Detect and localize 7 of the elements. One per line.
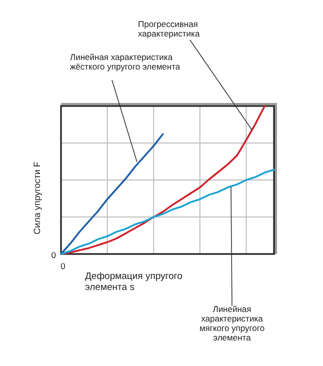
- y-axis-title: Сила упругости F: [32, 161, 42, 234]
- text: Прогрессивная характеристика: [138, 19, 200, 38]
- text: Линейная характеристика жёсткого упругого элемента: [70, 52, 180, 72]
- text: 0: [60, 261, 66, 271]
- text: 0: [51, 250, 56, 260]
- text: Линейная характеристика мягкого упругого элемента: [199, 304, 265, 342]
- x-axis-title: Деформация упругого элемента s: [85, 271, 182, 293]
